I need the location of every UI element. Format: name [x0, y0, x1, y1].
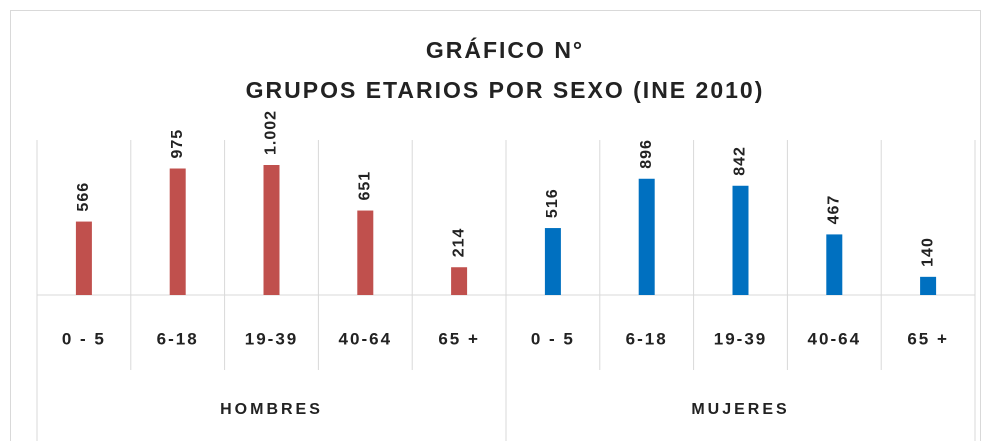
x-tick-label: 65 +	[907, 329, 949, 348]
x-tick-label: 19-39	[245, 329, 298, 348]
x-tick-label: 0 - 5	[62, 329, 106, 348]
data-label: 140	[919, 237, 936, 267]
x-tick-label: 6-18	[626, 329, 668, 348]
bar	[169, 168, 186, 295]
bar	[638, 178, 655, 295]
x-tick-label: 40-64	[339, 329, 392, 348]
bar	[920, 276, 937, 295]
data-label: 467	[826, 195, 843, 225]
x-tick-label: 19-39	[714, 329, 767, 348]
x-tick-label: 6-18	[157, 329, 199, 348]
x-tick-label: 65 +	[438, 329, 480, 348]
data-label: 516	[544, 188, 561, 218]
data-label: 214	[450, 228, 467, 258]
data-label: 975	[169, 129, 186, 159]
bar	[357, 210, 374, 295]
chart-title: GRÁFICO N°	[426, 36, 584, 63]
x-tick-label: 40-64	[808, 329, 861, 348]
data-label: 1.002	[263, 110, 280, 155]
bar	[732, 185, 749, 295]
bar	[544, 228, 561, 295]
group-label: HOMBRES	[220, 401, 323, 418]
chart-subtitle: GRUPOS ETARIOS POR SEXO (INE 2010)	[246, 77, 765, 103]
group-label: MUJERES	[691, 401, 789, 418]
data-label: 566	[75, 182, 92, 212]
x-tick-label: 0 - 5	[531, 329, 575, 348]
data-label: 651	[357, 171, 374, 201]
chart-frame	[10, 10, 981, 441]
bar	[75, 221, 92, 295]
bar	[451, 267, 468, 295]
data-label: 842	[732, 146, 749, 176]
bar	[263, 165, 280, 295]
bar	[826, 234, 843, 295]
data-label: 896	[638, 139, 655, 169]
